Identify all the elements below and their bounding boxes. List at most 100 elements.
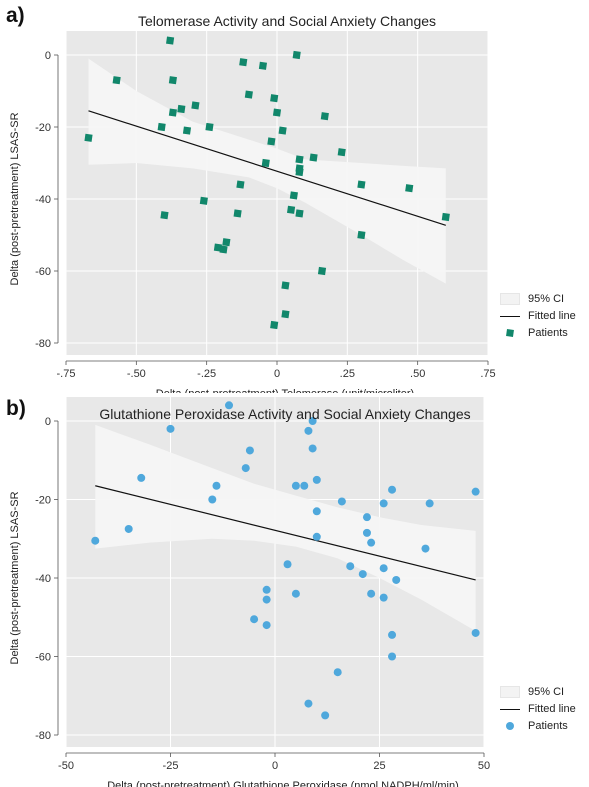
data-point: [291, 481, 300, 490]
data-point: [233, 209, 242, 218]
data-point: [250, 615, 259, 624]
data-point: [292, 50, 301, 60]
data-point: [388, 652, 397, 661]
legend-label-ci: 95% CI: [528, 685, 565, 698]
data-point: [137, 473, 146, 482]
data-point: [212, 481, 221, 490]
data-point: [421, 544, 430, 553]
x-tick-label: -.25: [197, 368, 216, 380]
data-point: [168, 108, 177, 117]
line-swatch-icon: [500, 310, 520, 322]
ci-band: [88, 58, 446, 284]
data-point: [191, 101, 200, 110]
y-tick-label: 0: [45, 416, 51, 428]
data-point: [300, 481, 309, 490]
panel-b: b) 0 -20 -40 -60 -80 -50 -25 0 25 50 Glutathione P…: [0, 393, 589, 787]
data-point: [244, 90, 253, 99]
y-tick-label: -20: [35, 122, 51, 134]
data-point: [283, 560, 292, 569]
data-point: [358, 570, 367, 579]
legend: 95% CI Fitted line Patients: [500, 683, 576, 734]
data-point: [405, 184, 414, 193]
data-point: [219, 245, 228, 254]
data-point: [392, 575, 401, 584]
x-axis-label: Delta (post-pretreatment) Telomerase (un…: [156, 388, 414, 393]
data-point: [222, 238, 231, 247]
data-point: [309, 153, 318, 162]
data-point: [270, 320, 279, 330]
y-tick-label: -80: [35, 338, 51, 350]
data-point: [321, 711, 330, 720]
diamond-marker-icon: [500, 327, 520, 339]
data-point: [270, 94, 279, 103]
data-point: [281, 310, 290, 319]
data-point: [304, 426, 313, 435]
y-tick-label: -20: [35, 495, 51, 507]
x-tick-label: 25: [373, 760, 385, 772]
x-tick-label: 50: [478, 760, 490, 772]
data-point: [289, 191, 298, 200]
legend-label-fit: Fitted line: [528, 309, 576, 322]
data-point: [208, 495, 217, 504]
data-point: [287, 205, 296, 214]
legend-item-patients: Patients: [500, 324, 576, 341]
data-point: [471, 487, 480, 496]
data-point: [112, 76, 121, 85]
data-point: [160, 211, 169, 220]
data-point: [362, 513, 371, 522]
data-point: [199, 196, 208, 205]
fitted-line: [88, 110, 446, 226]
data-point: [388, 630, 397, 639]
data-point: [272, 108, 282, 117]
data-point: [205, 122, 214, 132]
y-tick-label: -80: [35, 730, 51, 742]
x-tick-label: .50: [410, 368, 425, 380]
data-point: [337, 148, 346, 157]
data-point: [317, 266, 327, 276]
data-point: [291, 589, 300, 598]
legend-label-ci: 95% CI: [528, 292, 565, 305]
data-point: [262, 585, 271, 594]
legend-item-patients: Patients: [500, 717, 576, 734]
data-point: [333, 668, 342, 677]
data-point: [362, 528, 371, 537]
fitted-line: [95, 485, 476, 581]
data-point: [312, 507, 321, 516]
line-swatch-icon: [500, 703, 520, 715]
ci-band: [95, 424, 476, 631]
data-point: [308, 417, 317, 425]
x-tick-label: 0: [274, 368, 280, 380]
data-point: [346, 562, 355, 571]
data-point: [182, 126, 192, 135]
data-point: [241, 464, 250, 473]
data-point: [236, 180, 245, 189]
y-tick-label: -60: [35, 652, 51, 664]
data-point: [337, 497, 346, 506]
x-tick-label: -.50: [127, 368, 146, 380]
x-tick-label: .75: [480, 368, 495, 380]
legend: 95% CI Fitted line Patients: [500, 290, 576, 341]
data-point: [308, 444, 317, 453]
data-point: [258, 61, 267, 70]
data-point: [166, 36, 175, 45]
ci-swatch-icon: [500, 292, 520, 305]
legend-item-ci: 95% CI: [500, 683, 576, 700]
data-point: [225, 401, 234, 410]
data-point: [262, 621, 271, 630]
x-tick-label: -25: [163, 760, 179, 772]
data-point: [166, 424, 175, 433]
chart-telomerase: 0 -20 -40 -60 -80 -.75 -.50 -.25 0 .25 .50 .75 Telom…: [9, 13, 496, 393]
y-tick-label: 0: [45, 50, 51, 62]
y-tick-label: -40: [35, 573, 51, 585]
data-point: [379, 564, 388, 573]
data-point: [367, 589, 376, 598]
chart-title: Glutathione Peroxidase Activity and Soci…: [99, 406, 470, 422]
legend-item-fit: Fitted line: [500, 307, 576, 324]
data-point: [388, 485, 397, 494]
data-point: [357, 180, 366, 189]
data-point: [367, 538, 376, 547]
data-point: [295, 209, 304, 218]
data-point: [281, 281, 290, 290]
data-point: [295, 167, 304, 177]
data-point: [320, 112, 329, 121]
